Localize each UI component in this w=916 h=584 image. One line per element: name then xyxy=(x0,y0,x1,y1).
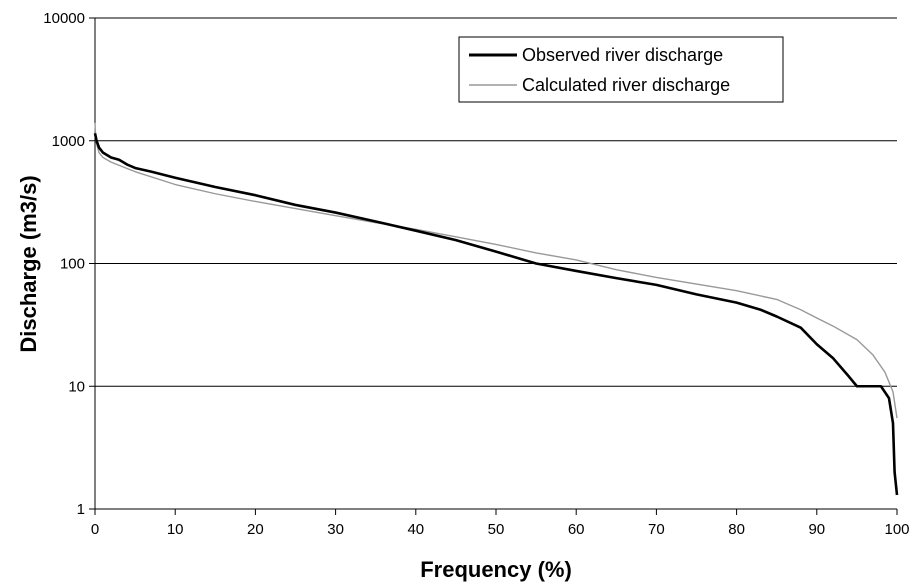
series-line-observed xyxy=(93,133,899,496)
gridlines xyxy=(95,17,897,387)
y-axis-title: Discharge (m3/s) xyxy=(16,175,41,352)
x-tick-label-4: 40 xyxy=(407,521,424,538)
x-tick-labels: 0 10 20 30 40 50 60 70 80 90 100 xyxy=(91,521,910,538)
y-tick-label-1: 10 xyxy=(68,378,85,395)
legend-box xyxy=(458,36,784,103)
legend: Observed river discharge Calculated rive… xyxy=(458,36,784,103)
x-tick-label-8: 80 xyxy=(728,521,745,538)
legend-label-observed: Observed river discharge xyxy=(522,45,723,65)
y-tick-label-2: 100 xyxy=(60,256,85,273)
x-tick-label-1: 10 xyxy=(167,521,184,538)
x-tick-label-2: 20 xyxy=(247,521,264,538)
y-tick-label-3: 1000 xyxy=(52,133,85,150)
x-tick-label-5: 50 xyxy=(488,521,505,538)
axes xyxy=(89,17,898,515)
series-lines xyxy=(93,122,899,496)
x-tick-label-3: 30 xyxy=(327,521,344,538)
series-line-calculated xyxy=(94,122,898,419)
x-tick-label-0: 0 xyxy=(91,521,99,538)
x-tick-label-6: 60 xyxy=(568,521,585,538)
y-tick-label-4: 10000 xyxy=(43,10,85,27)
x-axis-title: Frequency (%) xyxy=(420,557,572,582)
y-tick-labels: 1 10 100 1000 10000 xyxy=(43,10,85,518)
x-tick-label-9: 90 xyxy=(808,521,825,538)
y-tick-label-0: 1 xyxy=(77,501,85,518)
x-tick-label-10: 100 xyxy=(884,521,909,538)
legend-label-calculated: Calculated river discharge xyxy=(522,75,730,95)
x-tick-label-7: 70 xyxy=(648,521,665,538)
